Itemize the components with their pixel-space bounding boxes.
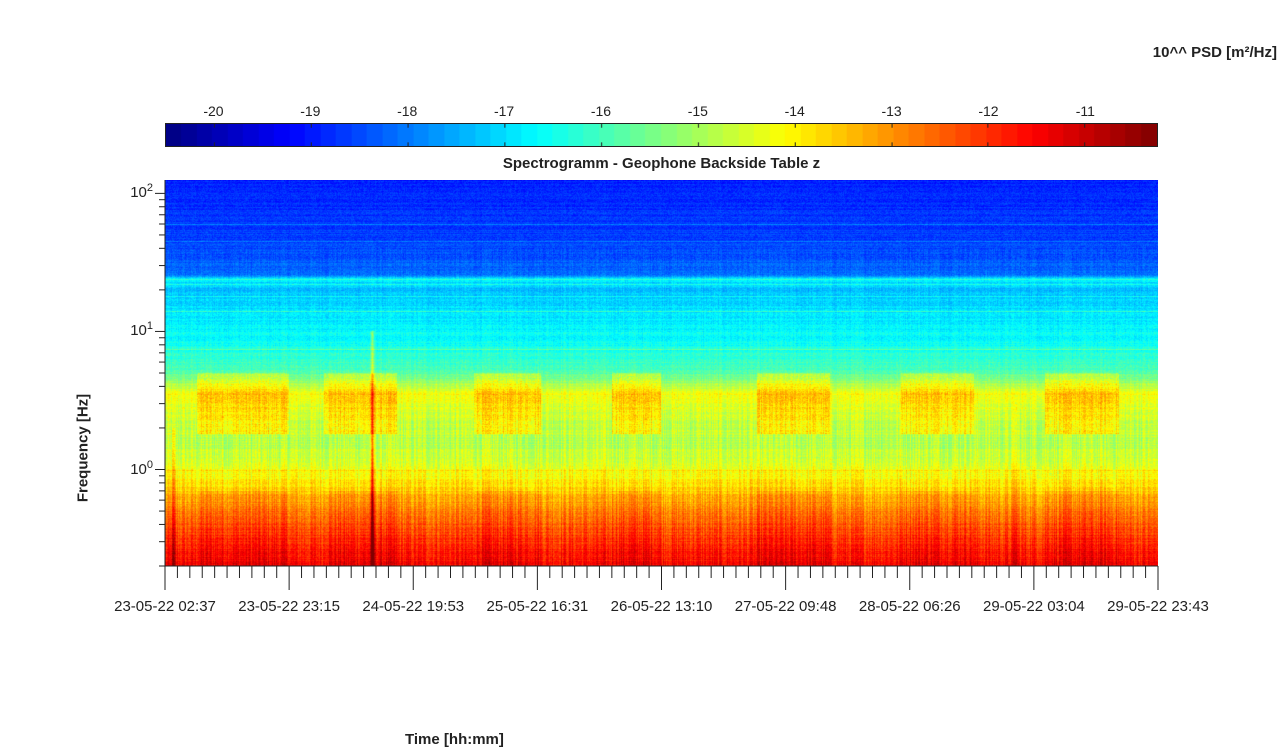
y-tick-base: 10 [130,322,147,340]
colorbar-tick-label: -18 [397,103,418,119]
y-tick-exponent: 2 [146,182,153,195]
x-tick-label: 28-05-22 06:26 [858,598,961,615]
colorbar-tick-label: -15 [687,103,708,119]
y-tick-exponent: 0 [146,458,153,471]
y-tick-base: 10 [130,184,147,202]
y-tick-label: 102 [130,182,153,201]
colorbar-tick-label: -14 [784,103,805,119]
x-tick-label: 26-05-22 13:10 [610,598,713,615]
x-tick-label: 29-05-22 03:04 [983,598,1085,615]
colorbar-tick-label: -11 [1075,103,1095,119]
y-axis-label: Frequency [Hz] [74,393,92,503]
x-tick-label: 25-05-22 16:31 [486,598,589,615]
colorbar-unit-label: 10^^ PSD [m²/Hz] [1152,44,1277,61]
y-tick-base: 10 [130,460,147,478]
x-tick-label: 23-05-22 02:37 [114,598,216,615]
colorbar [165,123,1158,147]
y-tick-label: 101 [130,320,153,339]
colorbar-tick-label: -16 [590,103,612,119]
colorbar-tick-label: -12 [978,103,999,119]
y-tick-exponent: 1 [146,320,153,333]
colorbar-tick-label: -17 [493,103,515,119]
x-tick-label: 29-05-22 23:43 [1107,598,1209,615]
chart-title: Spectrogramm - Geophone Backside Table z [502,155,821,172]
y-tick-label: 100 [130,459,153,478]
spectrogram-plot [165,180,1158,566]
colorbar-tick-label: -19 [300,103,321,119]
colorbar-tick-label: -13 [881,103,902,119]
x-tick-label: 24-05-22 19:53 [362,598,465,615]
x-tick-label: 27-05-22 09:48 [734,598,837,615]
x-tick-label: 23-05-22 23:15 [238,598,340,615]
colorbar-tick-label: -20 [203,103,224,119]
x-axis-label: Time [hh:mm] [405,731,504,748]
